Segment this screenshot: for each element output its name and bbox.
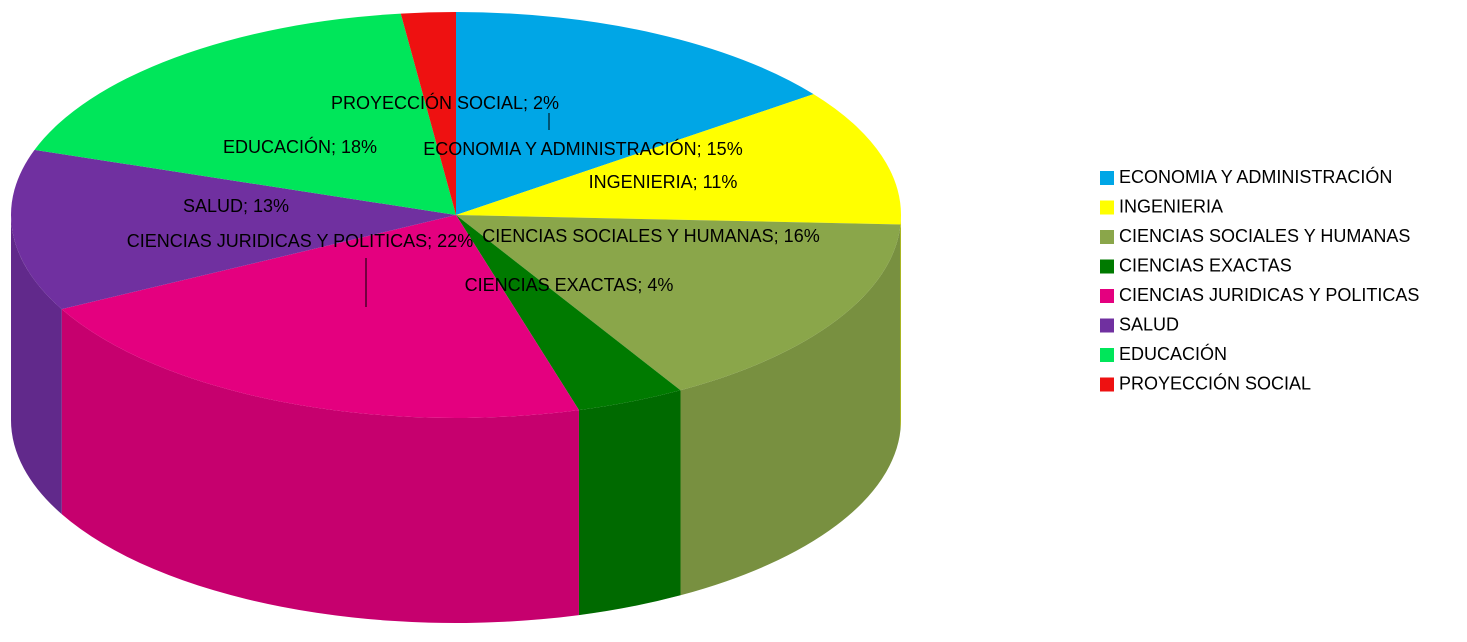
- side-shade: [680, 224, 901, 596]
- legend-label: CIENCIAS EXACTAS: [1119, 255, 1292, 275]
- data-labels: ECONOMIA Y ADMINISTRACIÓN; 15% INGENIERIA…: [127, 92, 820, 307]
- legend-swatch: [1100, 230, 1114, 244]
- slice-side: [61, 309, 579, 623]
- legend-swatch: [1100, 259, 1114, 274]
- slice: [34, 13, 456, 216]
- legend-swatch: [1100, 289, 1114, 303]
- slice: [456, 215, 901, 391]
- legend-label: PROYECCIÓN SOCIAL: [1119, 372, 1311, 393]
- side-shade: [61, 309, 579, 623]
- slice: [456, 215, 681, 411]
- data-label: EDUCACIÓN; 18%: [223, 136, 377, 157]
- slice-side: [680, 224, 901, 596]
- legend-swatch: [1100, 200, 1114, 215]
- slice: [11, 149, 457, 310]
- side-shade: [11, 215, 62, 515]
- slice: [400, 12, 456, 215]
- legend-label: CIENCIAS JURIDICAS Y POLITICAS: [1119, 285, 1419, 305]
- slice-side: [11, 215, 62, 515]
- side-shade: [578, 390, 681, 616]
- legend-label: INGENIERIA: [1119, 196, 1223, 216]
- data-label: CIENCIAS JURIDICAS Y POLITICAS; 22%: [127, 231, 473, 251]
- legend: ECONOMIA Y ADMINISTRACIÓN INGENIERIA CIENC…: [1100, 166, 1419, 393]
- legend-label: CIENCIAS SOCIALES Y HUMANAS: [1119, 226, 1410, 246]
- data-label: SALUD; 13%: [183, 196, 289, 216]
- legend-swatch: [1100, 377, 1114, 392]
- slice-side: [578, 390, 681, 616]
- data-label: PROYECCIÓN SOCIAL; 2%: [331, 92, 559, 113]
- slice: [456, 94, 902, 225]
- legend-label: EDUCACIÓN: [1119, 343, 1227, 364]
- data-label: CIENCIAS SOCIALES Y HUMANAS; 16%: [482, 226, 819, 246]
- legend-swatch: [1100, 348, 1114, 362]
- slice: [456, 12, 814, 215]
- legend-label: ECONOMIA Y ADMINISTRACIÓN: [1119, 166, 1392, 187]
- legend-swatch: [1100, 171, 1114, 185]
- slice: [61, 215, 579, 418]
- data-label: ECONOMIA Y ADMINISTRACIÓN; 15%: [423, 138, 742, 159]
- legend-label: SALUD: [1119, 314, 1179, 334]
- legend-swatch: [1100, 318, 1114, 333]
- pie: [11, 12, 902, 623]
- data-label: CIENCIAS EXACTAS; 4%: [465, 275, 674, 295]
- data-label: INGENIERIA; 11%: [589, 172, 738, 192]
